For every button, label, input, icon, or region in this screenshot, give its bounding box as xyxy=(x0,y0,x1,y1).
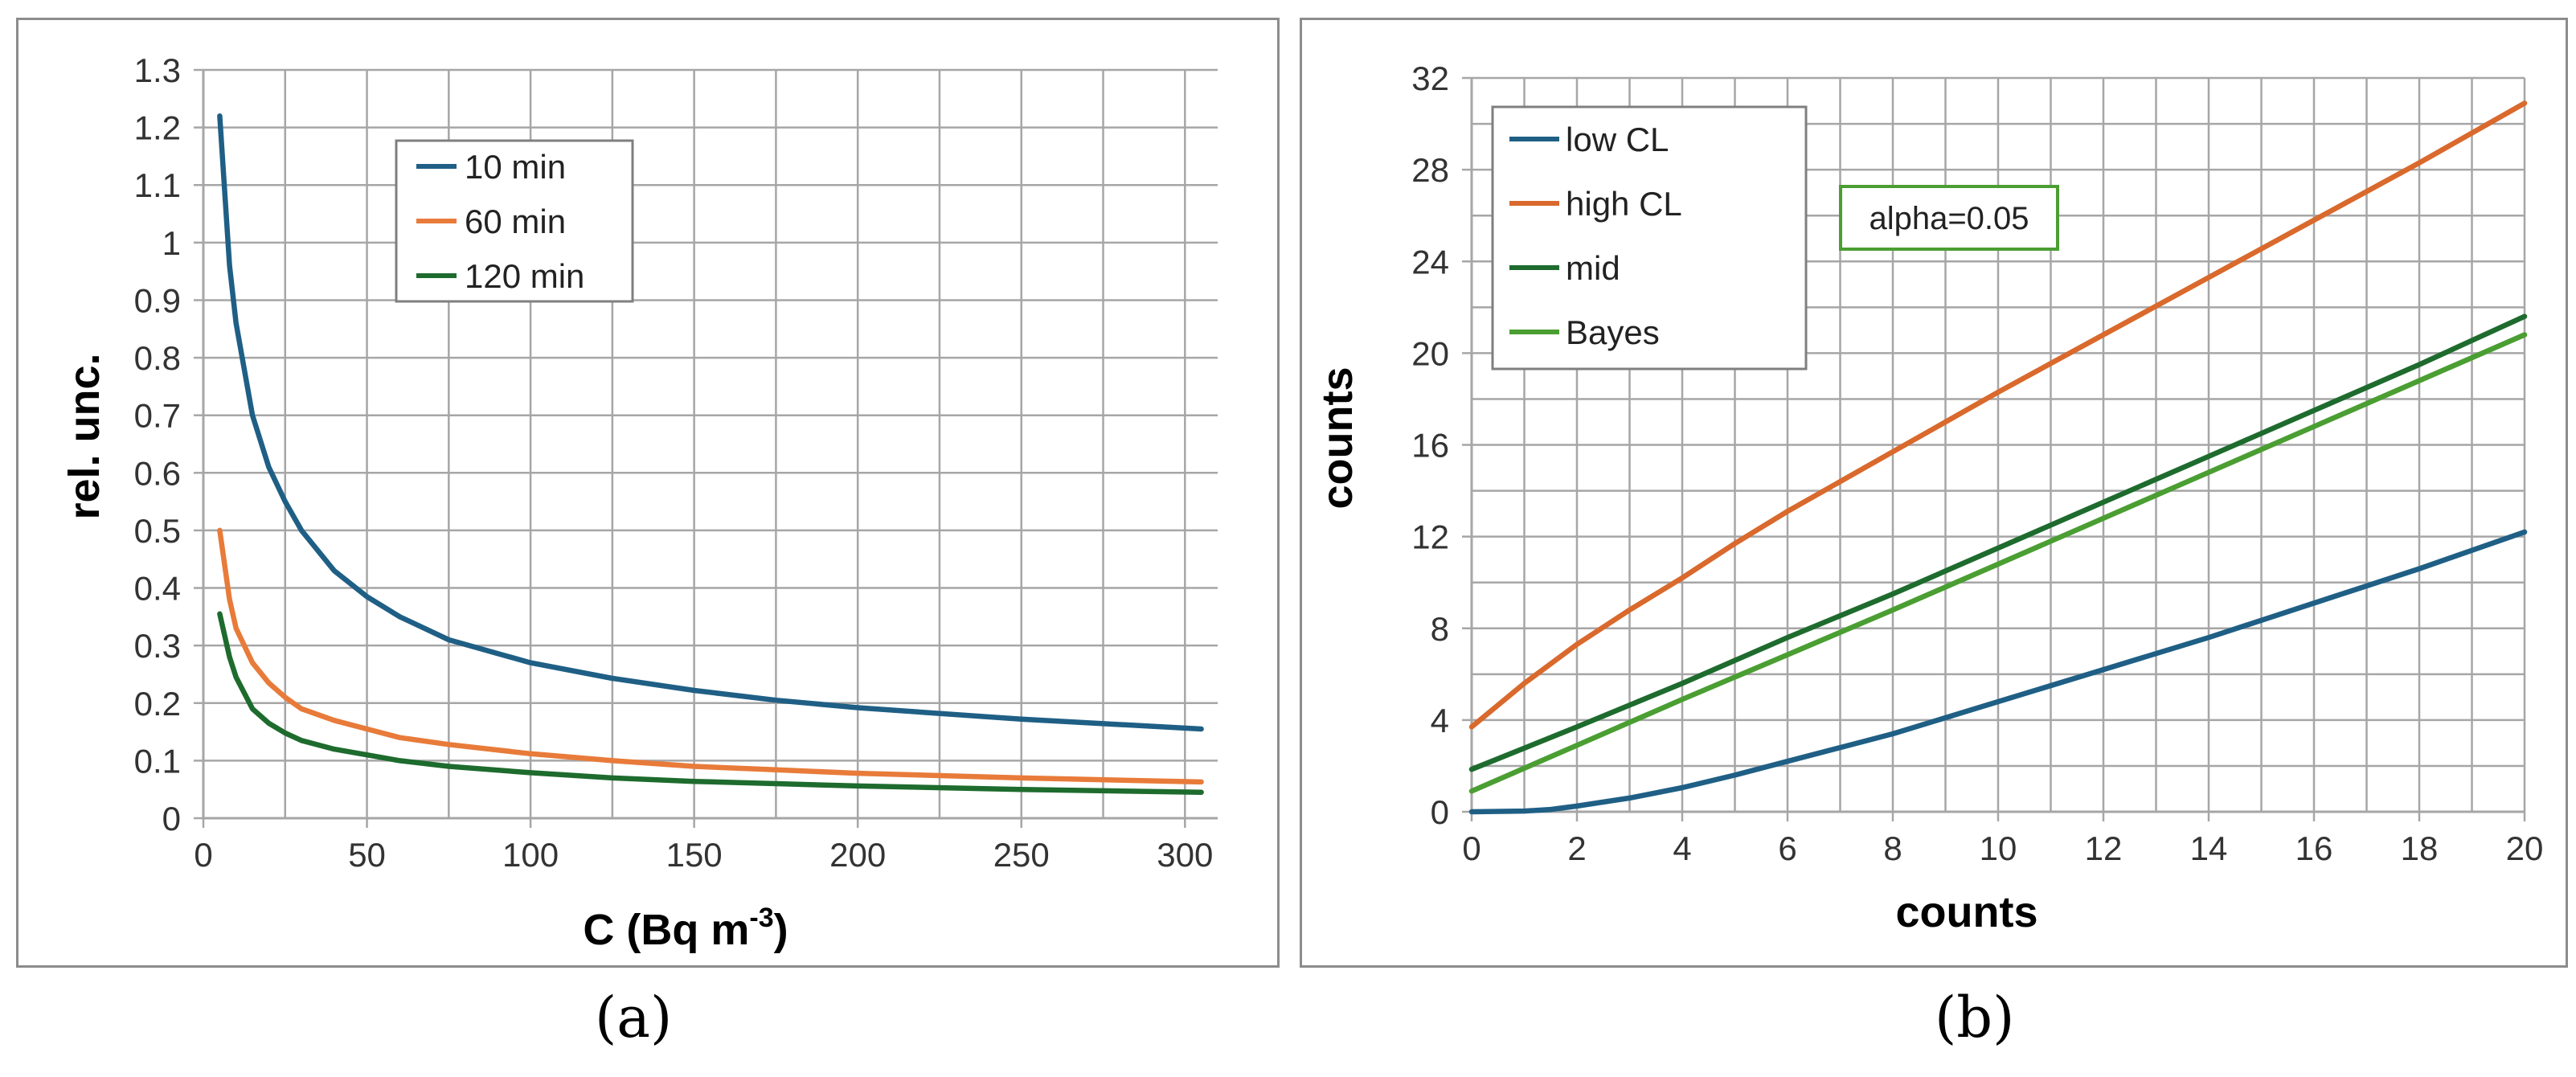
a-y-tick-label-0-7: 0.7 xyxy=(134,397,181,435)
b-y-tick-label-20: 20 xyxy=(1411,334,1449,372)
a-y-tick-label-1-3: 1.3 xyxy=(134,51,181,89)
chart-a-tick-labels: 0 0.1 0.2 0.3 0.4 0.5 0.6 0.7 0.8 0.9 1 1.1 1.2 1.3 0 5… xyxy=(134,51,1214,874)
a-series-line-120-min xyxy=(217,611,1204,796)
chart-a-x-axis-title-main: C (Bq m xyxy=(583,906,749,954)
b-series-line-bayes xyxy=(1468,332,2528,794)
a-y-tick-label-0-6: 0.6 xyxy=(134,454,181,492)
a-x-tick-label-0: 0 xyxy=(194,836,212,874)
b-series-line-low-cl xyxy=(1468,529,2528,815)
chart-a-legend-label-60min: 60 min xyxy=(465,203,566,240)
chart-b-legend: low CL high CL mid Bayes xyxy=(1491,105,1808,371)
b-x-tick-label-12: 12 xyxy=(2085,829,2123,867)
chart-b-annotation: alpha=0.05 xyxy=(1839,185,2059,251)
chart-a-x-axis-title-sup: -3 xyxy=(749,903,773,933)
a-x-tick-label-100: 100 xyxy=(502,836,559,874)
chart-a-legend-label-120min: 120 min xyxy=(465,257,584,295)
caption-a: (a) xyxy=(595,985,673,1050)
chart-a-x-axis-title: C (Bq m-3) xyxy=(583,903,788,954)
chart-b-legend-label-bayes: Bayes xyxy=(1566,313,1660,351)
chart-a-legend: 10 min 60 min 120 min xyxy=(395,139,634,303)
a-y-tick-label-1: 1 xyxy=(162,224,181,262)
b-y-tick-label-8: 8 xyxy=(1431,610,1449,648)
chart-b-legend-label-mid: mid xyxy=(1566,249,1620,287)
a-y-tick-label-1-1: 1.1 xyxy=(134,166,181,204)
a-series-line-10-min xyxy=(217,113,1204,732)
b-y-tick-label-0: 0 xyxy=(1431,793,1449,831)
b-y-tick-label-24: 24 xyxy=(1411,243,1449,281)
chart-a-y-axis-title: rel. unc. xyxy=(60,353,109,519)
b-x-tick-label-4: 4 xyxy=(1673,829,1691,867)
a-y-tick-label-0-3: 0.3 xyxy=(134,627,181,665)
chart-panel-a: 0 0.1 0.2 0.3 0.4 0.5 0.6 0.7 0.8 0.9 1 1.1 1.2 1.3 0 5… xyxy=(16,18,1280,968)
chart-b-series xyxy=(1468,100,2528,815)
a-x-tick-label-150: 150 xyxy=(666,836,723,874)
b-x-tick-label-0: 0 xyxy=(1462,829,1480,867)
chart-a-grid xyxy=(202,68,1218,820)
chart-a-svg: 0 0.1 0.2 0.3 0.4 0.5 0.6 0.7 0.8 0.9 1 1.1 1.2 1.3 0 5… xyxy=(60,51,1218,954)
a-x-tick-label-300: 300 xyxy=(1157,836,1213,874)
chart-a-legend-label-10min: 10 min xyxy=(465,148,566,186)
a-y-tick-label-0-1: 0.1 xyxy=(134,742,181,780)
chart-b-legend-box xyxy=(1491,105,1808,371)
b-y-tick-label-12: 12 xyxy=(1411,518,1449,556)
a-y-tick-label-0-5: 0.5 xyxy=(134,512,181,550)
chart-b-x-axis-title: counts xyxy=(1895,888,2037,936)
a-y-tick-label-0-4: 0.4 xyxy=(134,570,181,608)
chart-b-legend-label-low-cl: low CL xyxy=(1566,121,1669,158)
a-series-line-60-min xyxy=(217,527,1204,785)
b-x-tick-label-8: 8 xyxy=(1883,829,1902,867)
a-y-tick-label-0-8: 0.8 xyxy=(134,339,181,377)
b-x-tick-label-14: 14 xyxy=(2190,829,2228,867)
chart-panel-b: 0 4 8 12 16 20 24 28 32 0 2 4 6 8 10 12 14 16 18 20 counts … xyxy=(1300,18,2568,968)
chart-b-y-axis-title: counts xyxy=(1313,367,1362,509)
a-y-tick-label-0: 0 xyxy=(162,800,181,837)
a-x-tick-label-50: 50 xyxy=(348,836,386,874)
chart-a-x-axis-title-close: ) xyxy=(774,906,788,954)
caption-b: (b) xyxy=(1935,985,2015,1050)
b-x-tick-label-20: 20 xyxy=(2506,829,2544,867)
chart-a-series xyxy=(217,113,1204,796)
b-x-tick-label-2: 2 xyxy=(1567,829,1586,867)
b-x-tick-label-18: 18 xyxy=(2401,829,2439,867)
b-series-line-mid xyxy=(1468,313,2528,772)
b-x-tick-label-16: 16 xyxy=(2295,829,2333,867)
chart-b-annotation-box xyxy=(1839,185,2059,251)
b-series-line-high-cl xyxy=(1468,100,2528,730)
b-y-tick-label-4: 4 xyxy=(1431,702,1449,739)
chart-b-annotation-text: alpha=0.05 xyxy=(1869,201,2029,236)
chart-b-legend-label-high-cl: high CL xyxy=(1566,185,1682,223)
b-y-tick-label-28: 28 xyxy=(1411,151,1449,189)
b-x-tick-label-10: 10 xyxy=(1980,829,2017,867)
b-y-tick-label-16: 16 xyxy=(1411,427,1449,465)
a-x-tick-label-250: 250 xyxy=(993,836,1050,874)
a-x-tick-label-200: 200 xyxy=(829,836,886,874)
a-y-tick-label-0-9: 0.9 xyxy=(134,281,181,319)
b-y-tick-label-32: 32 xyxy=(1411,59,1449,97)
a-y-tick-label-0-2: 0.2 xyxy=(134,685,181,723)
b-x-tick-label-6: 6 xyxy=(1778,829,1796,867)
a-y-tick-label-1-2: 1.2 xyxy=(134,109,181,147)
